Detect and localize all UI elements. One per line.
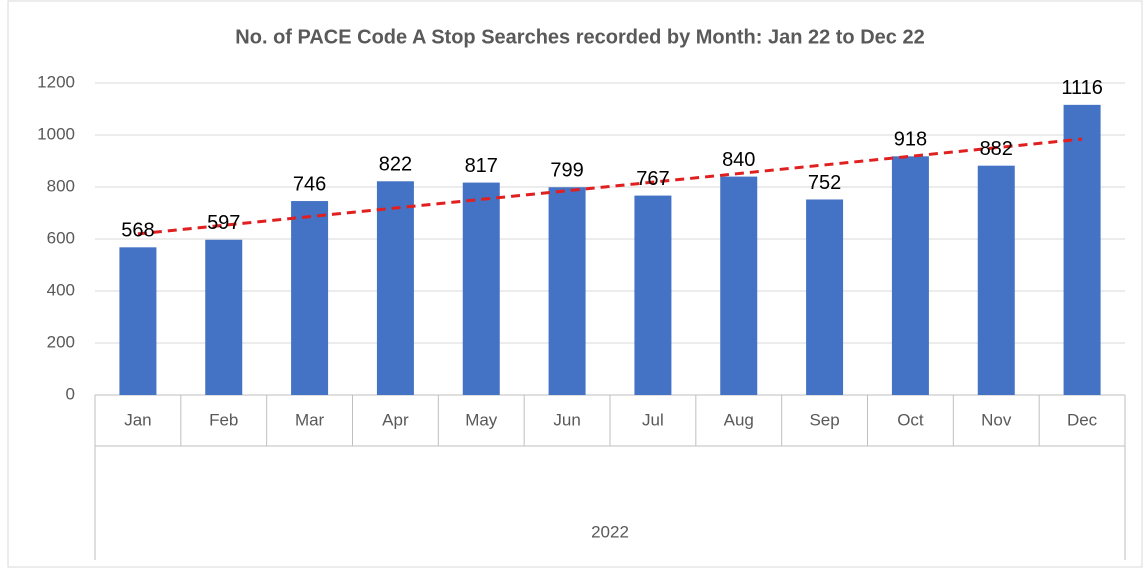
- y-tick-label: 1200: [37, 72, 75, 91]
- bar: [462, 182, 500, 395]
- data-label: 568: [121, 220, 154, 242]
- x-tick-label: Oct: [897, 410, 924, 429]
- x-tick-label: Mar: [295, 410, 325, 429]
- x-tick-label: Aug: [724, 410, 754, 429]
- x-tick-label: Dec: [1067, 410, 1098, 429]
- x-tick-label: Sep: [809, 410, 839, 429]
- bar: [806, 199, 844, 395]
- x-tick-label: Jul: [642, 410, 664, 429]
- data-label: 1116: [1061, 77, 1103, 99]
- bar: [977, 165, 1015, 395]
- x-tick-label: Jan: [124, 410, 151, 429]
- y-tick-label: 0: [66, 384, 75, 403]
- data-label: 746: [293, 173, 326, 195]
- x-tick-label: Nov: [981, 410, 1012, 429]
- trendline: [137, 137, 1083, 236]
- x-tick-label: Apr: [382, 410, 409, 429]
- y-tick-label: 800: [47, 176, 75, 195]
- data-label: 840: [722, 149, 755, 171]
- x-tick-label: May: [465, 410, 498, 429]
- chart-title: No. of PACE Code A Stop Searches recorde…: [235, 26, 924, 48]
- data-label: 752: [808, 172, 841, 194]
- y-tick-label: 1000: [37, 124, 75, 143]
- data-label: 822: [379, 154, 412, 176]
- bar: [205, 239, 243, 395]
- x-tick-label: Jun: [553, 410, 580, 429]
- data-label: 882: [980, 138, 1013, 160]
- y-tick-label: 200: [47, 332, 75, 351]
- bar: [376, 181, 414, 395]
- bar: [548, 187, 586, 395]
- bar: [291, 201, 329, 395]
- data-label: 799: [550, 160, 583, 182]
- bar: [720, 176, 758, 395]
- data-label: 597: [207, 212, 240, 234]
- y-tick-label: 400: [47, 280, 75, 299]
- bar: [1063, 104, 1101, 395]
- bar: [634, 195, 672, 395]
- y-tick-label: 600: [47, 228, 75, 247]
- bar: [119, 247, 157, 395]
- bar: [891, 156, 929, 395]
- data-label: 767: [636, 168, 669, 190]
- data-label: 918: [894, 129, 927, 151]
- group-label: 2022: [591, 522, 629, 541]
- data-label: 817: [465, 155, 498, 177]
- x-tick-label: Feb: [209, 410, 238, 429]
